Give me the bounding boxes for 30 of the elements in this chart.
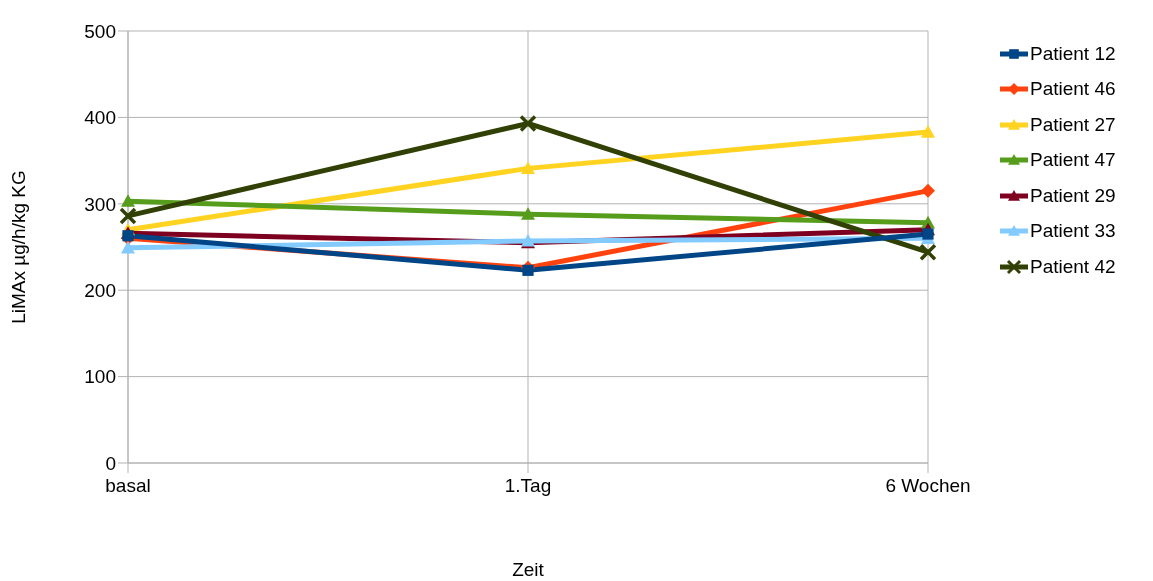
x-tick-label: 1.Tag	[504, 475, 552, 497]
point	[519, 114, 537, 133]
point	[922, 228, 934, 240]
point	[919, 243, 937, 261]
legend-label: Patient 12	[1030, 42, 1116, 65]
point	[521, 207, 535, 220]
y-tick-label: 500	[84, 20, 116, 42]
point	[921, 183, 935, 198]
legend-label: Patient 33	[1030, 220, 1116, 243]
x-tick-label: 6 Wochen	[885, 475, 971, 497]
point	[122, 230, 134, 242]
y-tick-label: 0	[105, 452, 116, 474]
point	[119, 207, 137, 225]
point	[121, 240, 135, 254]
legend-label: Patient 47	[1030, 149, 1116, 172]
y-tick-label: 100	[84, 366, 116, 388]
y-axis-title: LiMAx µg/h/kg KG	[7, 170, 29, 324]
y-tick-label: 400	[84, 107, 116, 129]
point	[121, 194, 135, 207]
point	[521, 161, 535, 174]
y-tick-label: 300	[84, 193, 116, 215]
legend-label: Patient 46	[1030, 78, 1116, 101]
y-tick-label: 200	[84, 279, 116, 301]
legend-label: Patient 42	[1030, 255, 1116, 278]
legend-label: Patient 29	[1030, 184, 1116, 207]
legend-label: Patient 27	[1030, 113, 1116, 136]
x-axis-title: Zeit	[512, 559, 545, 580]
x-tick-label: basal	[105, 475, 151, 497]
point	[921, 125, 935, 138]
point	[522, 264, 534, 276]
